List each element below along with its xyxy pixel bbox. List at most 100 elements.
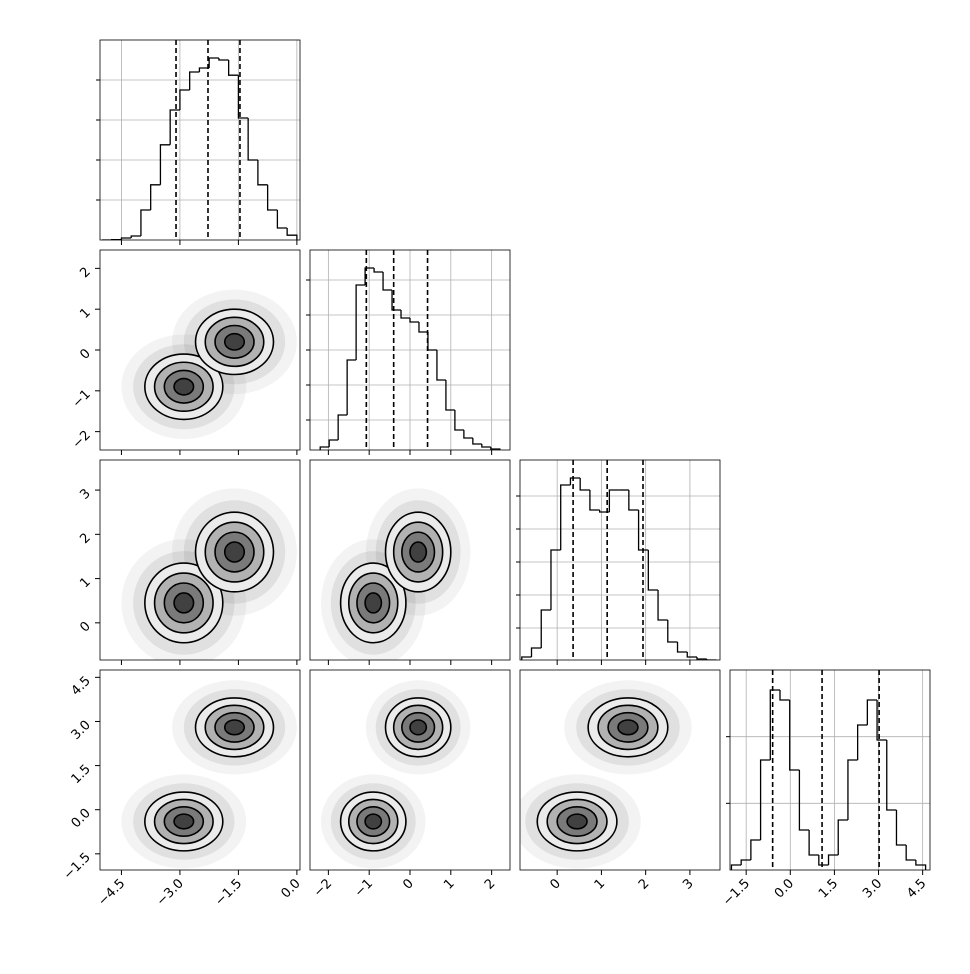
histogram-step xyxy=(668,620,678,642)
histogram-step xyxy=(780,690,790,700)
y-tick-label: −1 xyxy=(70,387,94,411)
histogram-step xyxy=(916,860,926,870)
histogram-step xyxy=(829,855,839,865)
histogram-step xyxy=(401,310,410,318)
x-tick-label: 1 xyxy=(441,876,457,892)
histogram-step xyxy=(277,210,287,228)
x-tick-label: 3 xyxy=(680,876,696,892)
x-tick-label: 0.0 xyxy=(772,876,797,901)
panel-content xyxy=(513,680,691,868)
density-contour xyxy=(410,542,426,562)
density-contour xyxy=(365,814,381,829)
y-tick-label: 3.0 xyxy=(69,718,94,743)
panel-content xyxy=(321,680,470,868)
density-contour xyxy=(174,814,193,829)
x-tick-label: −1 xyxy=(352,876,376,900)
histogram-step xyxy=(473,438,482,444)
panel-content xyxy=(121,680,296,868)
panel-content xyxy=(121,290,296,439)
density-contour xyxy=(225,334,244,350)
density-contour xyxy=(225,542,244,562)
y-tick-label: 1 xyxy=(77,305,93,321)
histogram-step xyxy=(268,185,278,210)
histogram-step xyxy=(446,380,455,410)
y-tick-label: 0 xyxy=(77,346,93,362)
y-tick-label: −2 xyxy=(70,428,94,452)
histogram-step xyxy=(287,228,297,240)
y-tick-label: 1.5 xyxy=(69,762,94,787)
histogram-step xyxy=(410,318,419,322)
x-tick-label: 4.5 xyxy=(904,876,929,901)
histogram-step xyxy=(338,415,347,440)
panel xyxy=(310,460,510,667)
histogram-step xyxy=(906,845,916,860)
histogram-step xyxy=(541,610,551,648)
y-tick-label: 0.0 xyxy=(69,806,94,831)
density-contour xyxy=(365,593,381,613)
histogram-step xyxy=(419,322,428,332)
density-contour xyxy=(174,593,193,613)
density-contour xyxy=(174,379,193,395)
y-tick-label: 0 xyxy=(77,619,93,635)
histogram-step xyxy=(229,60,239,75)
histogram-step xyxy=(437,350,446,380)
histogram-step xyxy=(121,238,131,240)
histogram-step xyxy=(858,725,868,760)
histogram-step xyxy=(896,810,906,845)
x-tick-label: −4.5 xyxy=(95,876,128,909)
histogram-step xyxy=(838,820,848,855)
x-tick-label: 2 xyxy=(636,876,652,892)
histogram-step xyxy=(887,740,897,810)
histogram-step xyxy=(770,690,780,760)
x-tick-label: 1.5 xyxy=(816,876,841,901)
x-tick-label: −1.5 xyxy=(720,876,753,909)
histogram-step xyxy=(383,272,392,290)
histogram-step xyxy=(570,478,580,485)
histogram-step xyxy=(678,642,688,652)
x-tick-label: 1 xyxy=(592,876,608,892)
histogram-step xyxy=(170,110,180,145)
histogram-step xyxy=(580,478,590,490)
histogram-step xyxy=(248,118,258,160)
histogram-step xyxy=(482,444,491,447)
panel: −2 −1 0 1 2 xyxy=(70,250,300,455)
x-tick-label: −1.5 xyxy=(212,876,245,909)
histogram-step xyxy=(320,447,329,450)
x-tick-label: 2 xyxy=(482,876,498,892)
panel-content xyxy=(100,40,300,240)
histogram-step xyxy=(790,700,800,770)
y-tick-label: 2 xyxy=(77,265,93,281)
y-tick-label: 4.5 xyxy=(69,674,94,699)
histogram-step xyxy=(697,657,707,659)
histogram-step xyxy=(609,490,619,512)
y-tick-label: 1 xyxy=(77,575,93,591)
histogram-step xyxy=(209,58,219,68)
histogram-step xyxy=(867,700,877,725)
histogram-step xyxy=(761,760,771,840)
x-tick-label: 3.0 xyxy=(860,876,885,901)
histogram-step xyxy=(551,550,561,610)
histogram-step xyxy=(160,145,170,185)
histogram-step xyxy=(180,90,190,110)
histogram-step xyxy=(141,210,151,236)
histogram-step xyxy=(522,657,532,660)
histogram-step xyxy=(491,447,500,450)
histogram-step xyxy=(131,236,141,238)
histogram-step xyxy=(374,268,383,272)
histogram-step xyxy=(809,830,819,855)
panel xyxy=(516,460,720,665)
panel xyxy=(306,250,510,455)
y-tick-label: 3 xyxy=(77,486,93,502)
histogram-step xyxy=(464,430,473,438)
histogram-step xyxy=(819,855,829,865)
histogram-step xyxy=(590,490,600,510)
histogram-step xyxy=(561,485,571,550)
x-tick-label: −2 xyxy=(311,876,335,900)
density-contour xyxy=(567,814,587,829)
density-contour xyxy=(225,720,244,735)
histogram-step xyxy=(648,550,658,590)
